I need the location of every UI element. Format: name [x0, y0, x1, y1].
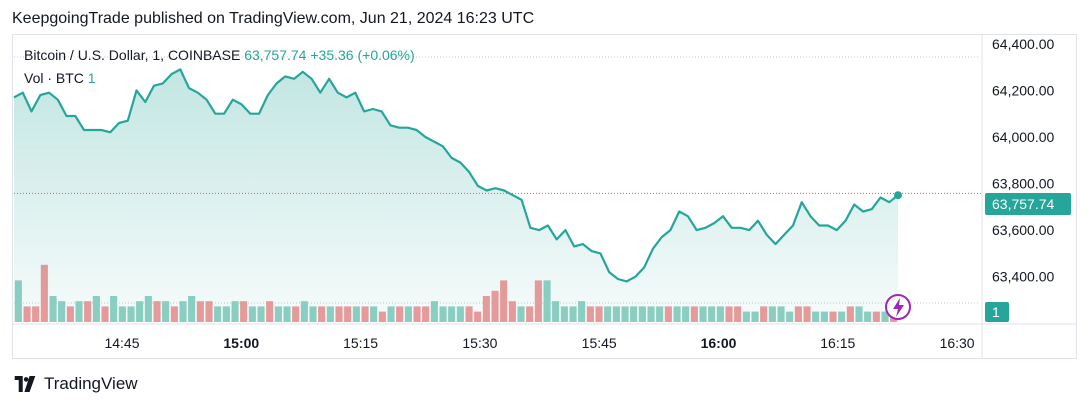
x-axis: 14:45 15:00 15:15 15:30 15:45 16:00 16:15 16:30 — [104, 335, 974, 351]
price-area-fill — [14, 69, 898, 323]
y-axis: 64,400.00 64,200.00 64,000.00 63,800.00 63,6… — [992, 36, 1054, 285]
y-tick-label: 64,400.00 — [992, 36, 1054, 52]
footer-brand-label: TradingView — [44, 374, 138, 393]
volume-tag — [985, 302, 1009, 322]
last-price-dot — [894, 191, 902, 200]
legend-symbol-row: Bitcoin / U.S. Dollar, 1, COINBASE 63,75… — [24, 47, 415, 63]
chart-frame[interactable] — [12, 34, 1077, 359]
price-line — [13, 68, 899, 283]
footer-brand[interactable]: TradingView — [12, 374, 138, 394]
volume-tag-label: 1 — [992, 304, 1000, 320]
y-tick-label: 63,800.00 — [992, 176, 1054, 192]
publisher-line: KeepgoingTrade published on TradingView.… — [12, 10, 535, 27]
x-tick-label: 15:30 — [462, 335, 497, 351]
y-tick-label: 63,400.00 — [992, 269, 1054, 285]
legend-volume-label[interactable]: Vol · BTC — [24, 70, 84, 86]
legend-volume-value: 1 — [87, 70, 96, 86]
legend-price: 63,757.74 — [244, 47, 307, 63]
legend-change: +35.36 (+0.06%) — [310, 47, 415, 63]
y-tick-label: 63,600.00 — [992, 222, 1054, 238]
y-tick-label: 64,200.00 — [992, 82, 1054, 98]
x-tick-label: 16:15 — [820, 335, 855, 351]
x-tick-label: 15:00 — [223, 335, 259, 351]
y-tick-label: 64,000.00 — [992, 129, 1054, 145]
lightning-icon[interactable] — [885, 294, 911, 320]
x-tick-label: 16:00 — [701, 335, 737, 351]
last-price-tag — [985, 193, 1071, 215]
tradingview-logo-icon — [14, 376, 36, 392]
legend-symbol[interactable]: Bitcoin / U.S. Dollar, 1, COINBASE — [24, 47, 241, 63]
x-tick-label: 15:45 — [582, 335, 617, 351]
legend-volume-row: Vol · BTC 1 — [24, 70, 96, 86]
x-tick-label: 14:45 — [104, 335, 139, 351]
last-price-tag-label: 63,757.74 — [992, 196, 1054, 212]
x-tick-label: 15:15 — [343, 335, 378, 351]
x-tick-label: 16:30 — [940, 335, 975, 351]
